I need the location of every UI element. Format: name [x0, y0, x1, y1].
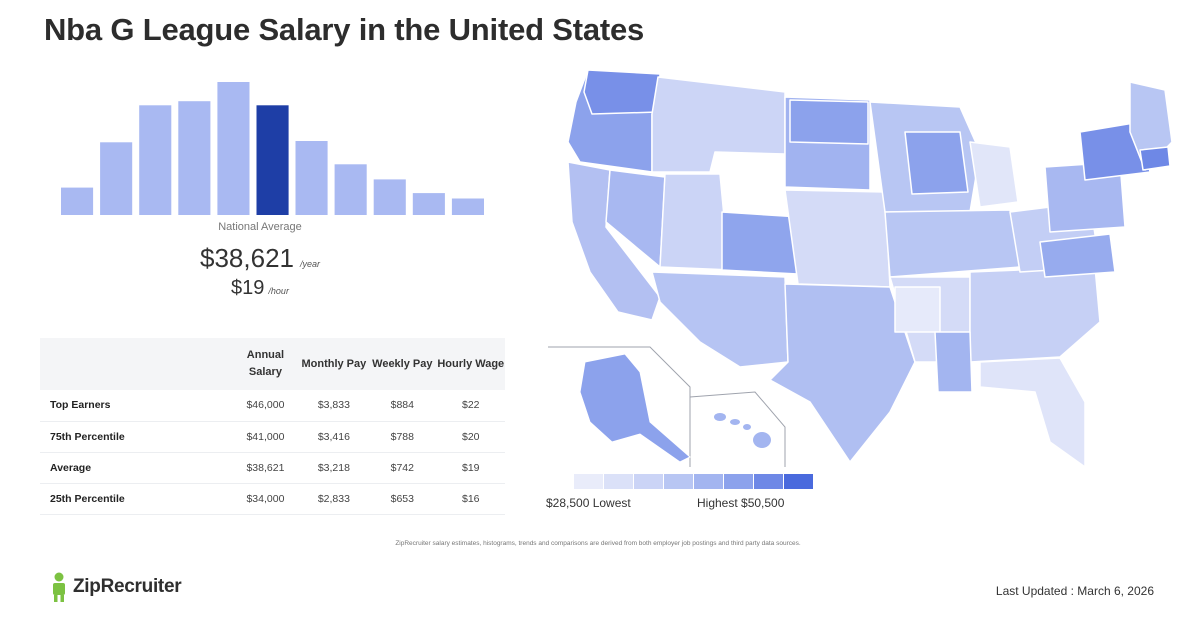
row-label: 25th Percentile: [40, 483, 232, 515]
table-cell: $653: [368, 483, 437, 515]
map-region-florida: [979, 357, 1086, 468]
map-region-mississippi: [934, 331, 973, 393]
table-cell: $3,833: [299, 390, 369, 422]
table-row: 75th Percentile $41,000 $3,416 $788 $20: [40, 421, 505, 453]
brand-name: ZipRecruiter: [73, 576, 182, 597]
table-row: Top Earners $46,000 $3,833 $884 $22: [40, 390, 505, 422]
legend-swatches: [574, 474, 814, 489]
national-average-label: National Average: [218, 221, 302, 233]
table-row: 25th Percentile $34,000 $2,833 $653 $16: [40, 483, 505, 515]
histogram-bar: [451, 198, 484, 215]
map-region-hawaii: [714, 413, 771, 448]
table-cell: $22: [436, 390, 505, 422]
footnote: ZipRecruiter salary estimates, histogram…: [395, 540, 801, 547]
ziprecruiter-logo[interactable]: ZipRecruiter: [50, 572, 182, 602]
hourly-average: $19/hour: [160, 277, 360, 300]
legend-swatch: [664, 474, 693, 489]
legend-swatch: [724, 474, 753, 489]
table-cell: $2,833: [299, 483, 369, 515]
histogram-bar-average: [256, 105, 289, 215]
map-legend: [574, 474, 814, 489]
map-region-virginia: [1039, 233, 1116, 278]
alaska-inset: [548, 346, 691, 467]
table-cell: $884: [368, 390, 437, 422]
legend-swatch: [784, 474, 813, 489]
legend-swatch: [574, 474, 603, 489]
legend-swatch: [694, 474, 723, 489]
annual-average-value: $38,621: [200, 243, 294, 273]
legend-swatch: [754, 474, 783, 489]
histogram-bar: [178, 101, 211, 215]
table-cell: $16: [436, 483, 505, 515]
annual-average: $38,621/year: [140, 243, 380, 274]
map-region-southwest: [651, 271, 789, 368]
table-header-hourly: Hourly Wage: [436, 338, 505, 390]
table-cell: $3,416: [299, 421, 369, 453]
hourly-unit: /hour: [268, 286, 289, 296]
table-cell: $3,218: [299, 452, 369, 484]
table-header-blank: [40, 338, 232, 390]
table-header-annual: Annual Salary: [231, 338, 300, 390]
map-region-alaska: [579, 353, 691, 463]
table-cell: $788: [368, 421, 437, 453]
row-label: Top Earners: [40, 390, 232, 422]
histogram-bar: [334, 164, 367, 215]
table-header-row: Annual Salary Monthly Pay Weekly Pay Hou…: [40, 338, 505, 390]
map-region-wisconsin: [904, 131, 969, 195]
map-region-massachusetts: [1139, 146, 1171, 171]
histogram-bar: [295, 141, 328, 215]
map-region-midwest-lower: [884, 209, 1021, 278]
histogram-bar: [61, 187, 94, 215]
us-map-svg: [548, 69, 1173, 468]
map-region-plains: [784, 189, 891, 288]
histogram-bar: [139, 105, 172, 215]
map-region-southeast: [969, 266, 1101, 363]
table-cell: $742: [368, 452, 437, 484]
row-label: 75th Percentile: [40, 421, 232, 453]
legend-swatch: [634, 474, 663, 489]
map-region-colorado: [721, 211, 801, 275]
table-header-weekly: Weekly Pay: [368, 338, 437, 390]
annual-unit: /year: [299, 259, 320, 269]
pay-table: Annual Salary Monthly Pay Weekly Pay Hou…: [40, 338, 505, 515]
map-region-arkansas: [894, 286, 941, 333]
table-cell: $20: [436, 421, 505, 453]
map-region-michigan: [969, 141, 1019, 208]
map-region-mountain-north: [651, 76, 786, 173]
table-header-monthly: Monthly Pay: [299, 338, 369, 390]
hawaii-inset: [689, 391, 786, 467]
histogram-bar: [100, 142, 133, 215]
row-label: Average: [40, 452, 232, 484]
histogram-bar: [373, 179, 406, 215]
map-region-texas: [769, 283, 916, 463]
histogram-svg: [61, 82, 484, 215]
page-title: Nba G League Salary in the United States: [44, 12, 645, 47]
histogram-bar: [412, 193, 445, 215]
table-cell: $38,621: [231, 452, 300, 484]
map-region-washington: [583, 69, 661, 115]
legend-swatch: [604, 474, 633, 489]
salary-histogram: [58, 80, 488, 215]
us-salary-map: [540, 62, 1190, 482]
legend-low-label: $28,500 Lowest: [546, 496, 631, 510]
map-region-north-dakota: [789, 99, 869, 145]
table-row: Average $38,621 $3,218 $742 $19: [40, 452, 505, 484]
table-cell: $46,000: [231, 390, 300, 422]
table-cell: $19: [436, 452, 505, 484]
table-cell: $34,000: [231, 483, 300, 515]
table-cell: $41,000: [231, 421, 300, 453]
ziprecruiter-logo-icon: [53, 572, 65, 602]
hourly-average-value: $19: [231, 277, 265, 299]
last-updated: Last Updated : March 6, 2026: [995, 584, 1154, 598]
histogram-bar: [217, 82, 250, 215]
legend-high-label: Highest $50,500: [697, 496, 785, 510]
